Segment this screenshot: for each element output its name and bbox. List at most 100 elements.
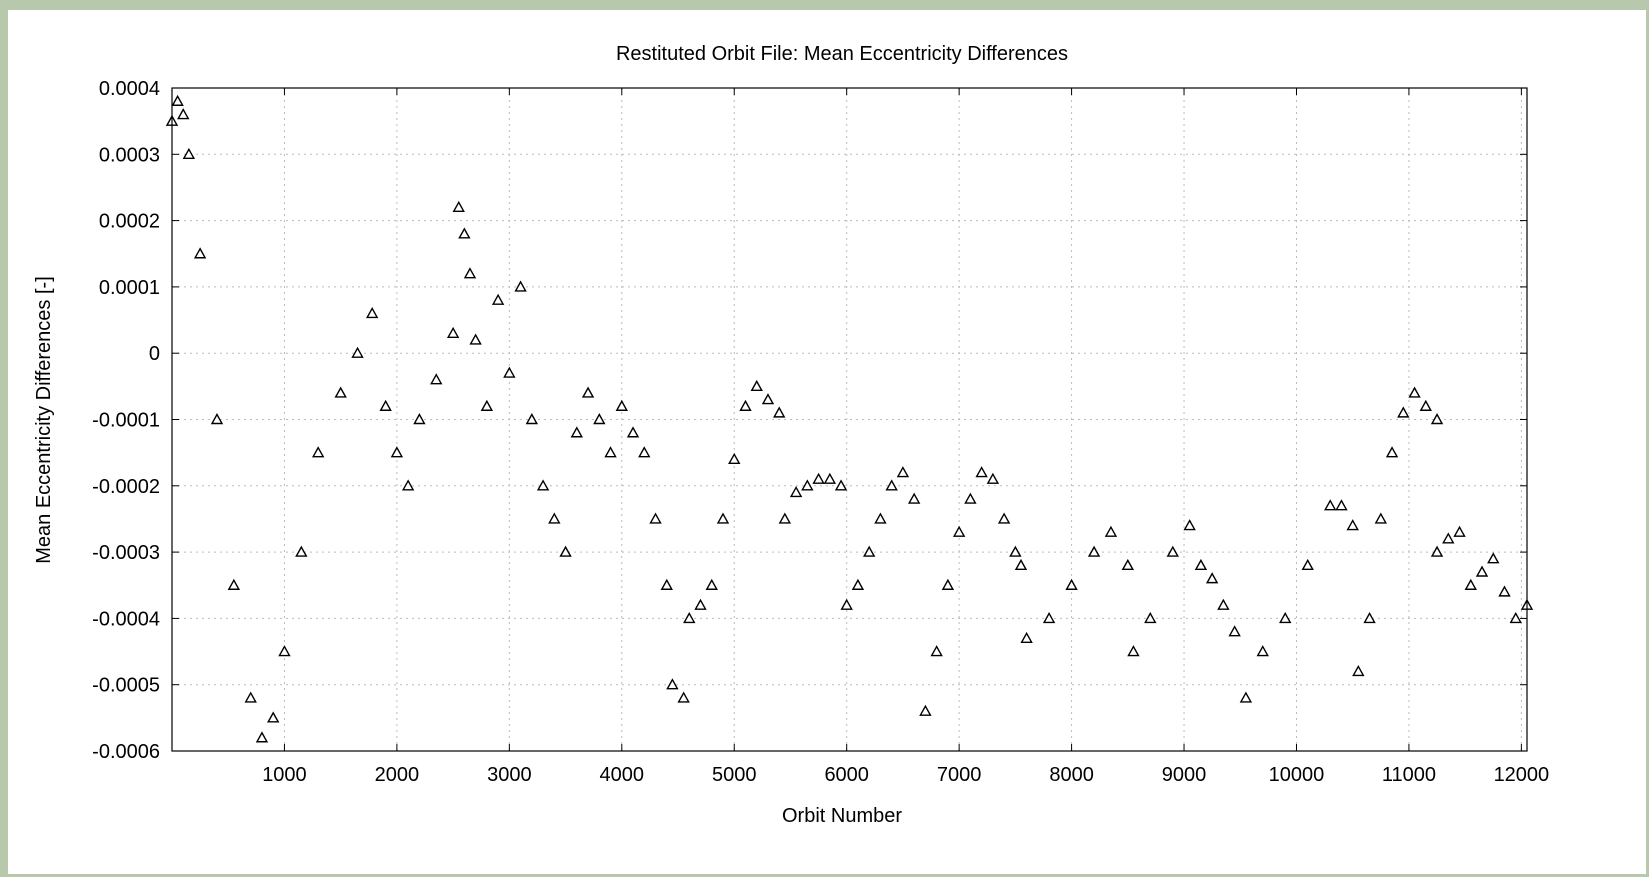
data-point xyxy=(1279,611,1292,624)
data-point xyxy=(581,386,595,398)
data-point xyxy=(1228,625,1241,637)
data-point xyxy=(986,472,1000,484)
data-point xyxy=(930,645,943,657)
data-point xyxy=(570,426,584,438)
data-point xyxy=(694,598,707,610)
data-point xyxy=(615,399,628,411)
data-point xyxy=(593,413,606,425)
data-point xyxy=(390,446,404,458)
data-point xyxy=(1127,645,1140,657)
data-point xyxy=(851,578,865,590)
data-point xyxy=(536,479,550,491)
data-point xyxy=(379,399,392,411)
data-point xyxy=(1256,645,1269,657)
data-point xyxy=(1374,512,1388,524)
x-tick-label: 3000 xyxy=(487,764,532,786)
data-point xyxy=(1363,611,1376,624)
data-point xyxy=(941,578,955,590)
data-point xyxy=(1217,598,1230,610)
y-tick-label: -0.0002 xyxy=(92,476,160,498)
x-tick-label: 12000 xyxy=(1494,764,1550,786)
data-point xyxy=(604,446,617,458)
data-point xyxy=(840,598,853,610)
x-axis-label: Orbit Number xyxy=(782,805,902,827)
data-point xyxy=(683,611,696,624)
y-tick-label: -0.0006 xyxy=(92,741,160,763)
data-point xyxy=(773,406,786,418)
data-point xyxy=(480,399,494,411)
data-point xyxy=(413,413,426,425)
y-axis-label: Mean Eccentricity Differences [-] xyxy=(33,276,55,564)
data-point xyxy=(1205,572,1219,584)
x-tick-label: 11000 xyxy=(1382,764,1436,786)
data-point xyxy=(1335,499,1348,511)
data-point xyxy=(1009,545,1022,557)
data-point xyxy=(177,108,190,120)
x-axis-ticks: 1000 2000 3000 4000 5000 6000 7000 8000 9000 1000… xyxy=(262,88,1549,786)
data-point xyxy=(885,479,898,491)
data-point xyxy=(666,678,679,690)
x-tick-label: 10000 xyxy=(1269,764,1325,786)
data-point xyxy=(801,479,814,491)
data-point xyxy=(1087,545,1101,557)
data-point xyxy=(739,399,752,411)
data-point xyxy=(1183,519,1196,531)
data-point xyxy=(677,691,690,703)
data-point xyxy=(182,147,196,160)
data-point xyxy=(458,227,471,239)
data-point xyxy=(446,326,460,339)
y-tick-label: 0.0002 xyxy=(99,211,160,233)
data-point xyxy=(452,200,465,213)
data-point xyxy=(789,485,803,498)
data-point xyxy=(1065,578,1078,590)
data-point xyxy=(834,479,848,491)
data-point xyxy=(1430,413,1444,425)
data-point xyxy=(1408,386,1421,398)
data-point xyxy=(267,711,280,723)
data-point xyxy=(907,492,921,504)
series-8 xyxy=(919,466,1028,716)
data-point xyxy=(705,578,718,590)
series-2 xyxy=(452,200,477,279)
data-point xyxy=(244,691,257,703)
data-point xyxy=(351,346,364,358)
data-point xyxy=(997,512,1011,524)
data-point xyxy=(227,578,241,590)
data-point xyxy=(1301,558,1314,571)
x-tick-label: 7000 xyxy=(937,764,982,786)
x-tick-label: 5000 xyxy=(712,764,757,786)
data-point xyxy=(952,525,966,537)
data-point xyxy=(463,267,477,279)
data-point xyxy=(311,446,325,458)
data-point xyxy=(964,492,977,504)
data-point xyxy=(365,306,379,319)
series-11 xyxy=(1239,499,1359,703)
data-point xyxy=(716,512,730,524)
series-6 xyxy=(778,472,848,524)
series-13 xyxy=(1430,525,1534,624)
data-point xyxy=(1166,545,1179,557)
data-point xyxy=(823,472,837,484)
data-point xyxy=(975,466,988,478)
series-12 xyxy=(1352,386,1444,677)
data-point xyxy=(1419,399,1432,411)
data-point xyxy=(401,479,415,491)
data-point xyxy=(514,280,527,292)
data-point xyxy=(812,472,825,484)
data-point xyxy=(1144,611,1157,624)
plot-area xyxy=(172,88,1527,751)
series-5 xyxy=(666,379,786,703)
data-point xyxy=(862,545,876,557)
grid-lines xyxy=(172,88,1527,751)
series-4 xyxy=(570,386,673,590)
data-point xyxy=(1430,545,1444,557)
x-tick-label: 9000 xyxy=(1162,764,1207,786)
data-point xyxy=(1104,525,1118,537)
series-9 xyxy=(1020,525,1134,643)
chart-frame: 1000 2000 3000 4000 5000 6000 7000 8000 9000 1000… xyxy=(8,10,1646,874)
data-point xyxy=(1352,664,1365,677)
data-point xyxy=(919,704,932,716)
x-tick-label: 4000 xyxy=(600,764,645,786)
data-point xyxy=(750,379,763,392)
data-point xyxy=(1324,499,1337,511)
